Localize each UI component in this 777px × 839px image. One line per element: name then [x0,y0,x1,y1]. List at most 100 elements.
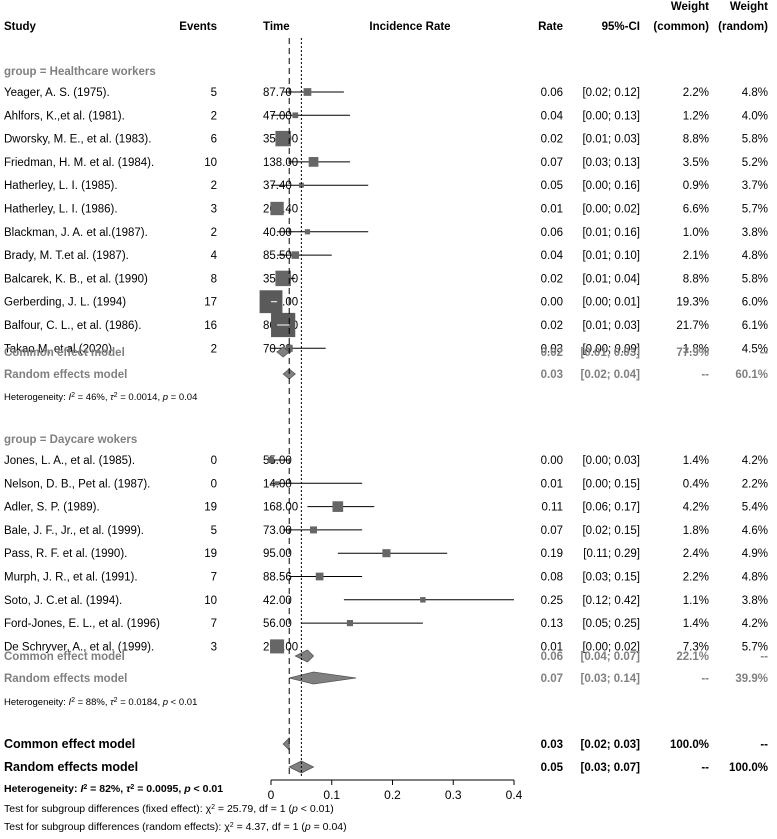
study-row-g2-7-time: 42.00 [263,595,292,607]
group-1-random-label: Random effects model [4,369,127,381]
study-row-g2-3-marker [332,501,344,512]
study-row-g2-3-time: 168.00 [263,502,298,514]
overall-random-rate: 0.05 [541,762,564,774]
study-row-g2-5-rate: 0.19 [541,548,563,560]
study-row-g2-8-ci: [0.05; 0.25] [582,618,640,630]
overall-random-label: Random effects model [4,760,138,774]
study-row-g1-8-marker [291,251,300,259]
header-plot: Incidence Rate [369,21,450,33]
group-1-random-weight-common: -- [701,369,709,381]
study-row-g1-7-label: Blackman, J. A. et al.(1987). [4,227,148,239]
study-row-g2-2-events: 0 [211,478,217,490]
study-row-g1-7-marker [304,229,311,235]
group-1-random-ci: [0.02; 0.04] [581,369,641,381]
group-1-label: group = Healthcare workers [4,66,156,78]
study-row-g2-7-weight-random: 3.8% [742,595,768,607]
study-row-g1-6-marker [270,201,284,216]
study-row-g1-4-time: 138.00 [263,157,298,169]
study-row-g1-9-marker [275,270,291,287]
study-row-g1-5-weight-random: 3.7% [742,180,768,192]
study-row-g1-6-rate: 0.01 [541,204,563,216]
study-row-g2-1-time: 55.00 [263,455,292,467]
group-2-label: group = Daycare wokers [4,434,137,446]
study-row-g2-9-events: 3 [211,641,217,653]
study-row-g1-4-weight-common: 3.5% [683,157,709,169]
study-row-g2-8-rate: 0.13 [541,618,563,630]
study-row-g2-3-events: 19 [204,502,217,514]
study-row-g2-8-label: Ford-Jones, E. L., et al. (1996) [4,618,160,630]
study-row-g2-4-weight-common: 1.8% [683,525,709,537]
study-row-g2-2-label: Nelson, D. B., Pet al. (1987). [4,478,150,490]
study-row-g2-5-marker [382,549,391,558]
study-row-g2-4-rate: 0.07 [541,525,563,537]
study-row-g2-3-ci: [0.06; 0.17] [582,502,640,514]
study-row-g2-7-events: 10 [204,595,217,607]
header-weight-common-bottom: (common) [653,21,709,33]
study-row-g2-9-weight-common: 7.3% [683,641,709,653]
study-row-g1-2-weight-common: 1.2% [683,110,709,122]
study-row-g1-11-events: 16 [204,320,217,332]
overall-common-label: Common effect model [4,737,135,751]
study-row-g1-7-time: 40.00 [263,227,292,239]
study-row-g1-2-weight-random: 4.0% [742,110,768,122]
study-row-g2-3-label: Adler, S. P. (1989). [4,502,100,514]
study-row-g1-6-events: 3 [211,204,217,216]
study-row-g2-9-marker [270,639,285,654]
study-row-g1-12-weight-common: 1.8% [683,343,709,355]
study-row-g1-12-ci: [0.00; 0.09] [582,343,640,355]
study-row-g1-1-marker [303,88,312,96]
group-1-common-label: Common effect model [4,347,125,359]
header-ci: 95%-CI [602,21,640,33]
overall-common-ci: [0.02; 0.03] [581,739,641,751]
study-row-g1-2-events: 2 [211,110,217,122]
header-weight-random-top: Weight [730,1,768,13]
study-row-g1-7-weight-common: 1.0% [683,227,709,239]
study-row-g1-10-weight-common: 19.3% [676,297,709,309]
overall-common-weight-common: 100.0% [670,739,709,751]
study-row-g2-2-rate: 0.01 [541,478,563,490]
study-row-g2-7-label: Soto, J. C.et al. (1994). [4,595,122,607]
study-row-g2-6-marker [315,572,324,581]
study-row-g2-6-events: 7 [211,572,217,584]
study-row-g1-11-rate: 0.02 [541,320,563,332]
study-row-g2-1-marker [267,456,275,464]
study-row-g2-6-ci: [0.03; 0.15] [582,572,640,584]
study-row-g1-4-events: 10 [204,157,217,169]
study-row-g1-12-weight-random: 4.5% [742,343,768,355]
group-2-common-weight-common: 22.1% [676,651,709,663]
x-tick-label-3: 0.3 [445,788,462,802]
group-2-random-diamond [289,671,357,685]
study-row-g2-4-events: 5 [211,525,217,537]
study-row-g1-6-label: Hatherley, L. I. (1986). [4,204,118,216]
study-row-g1-9-rate: 0.02 [541,273,563,285]
study-row-g2-8-weight-common: 1.4% [683,618,709,630]
study-row-g1-10-ci: [0.00; 0.01] [582,297,640,309]
group-2-random-weight-random: 39.9% [735,673,768,685]
study-row-g1-2-label: Ahlfors, K.,et al. (1981). [4,110,125,122]
study-row-g2-4-ci: [0.02; 0.15] [582,525,640,537]
group-1-heterogeneity: Heterogeneity: I2 = 46%, τ2 = 0.0014, p … [4,392,197,404]
study-row-g1-6-weight-random: 5.7% [742,204,768,216]
overall-heterogeneity: Heterogeneity: I2 = 82%, τ2 = 0.0095, p … [4,783,223,795]
group-1-common-ci: [0.01; 0.03] [581,347,641,359]
study-row-g1-7-weight-random: 3.8% [742,227,768,239]
group-1-random-weight-random: 60.1% [735,369,768,381]
study-row-g1-8-rate: 0.04 [541,250,564,262]
group-2-common-ci: [0.04; 0.07] [581,651,641,663]
study-row-g1-5-time: 37.40 [263,180,292,192]
study-row-g1-5-events: 2 [211,180,217,192]
study-row-g1-10-rate: 0.00 [541,297,563,309]
study-row-g2-7-rate: 0.25 [541,595,563,607]
study-row-g1-2-rate: 0.04 [541,110,564,122]
study-row-g2-7-ci: [0.12; 0.42] [582,595,640,607]
study-row-g1-5-weight-common: 0.9% [683,180,709,192]
overall-common-weight-random: -- [760,739,768,751]
study-row-g1-11-weight-common: 21.7% [676,320,709,332]
study-row-g1-4-marker [308,157,319,167]
study-row-g2-1-weight-common: 1.4% [683,455,709,467]
study-row-g2-4-weight-random: 4.6% [742,525,768,537]
study-row-g1-2-ci: [0.00; 0.13] [582,110,640,122]
overall-random-ci: [0.03; 0.07] [581,762,641,774]
header-weight-common-top: Weight [671,1,709,13]
group-2-random-ci: [0.03; 0.14] [581,673,641,685]
